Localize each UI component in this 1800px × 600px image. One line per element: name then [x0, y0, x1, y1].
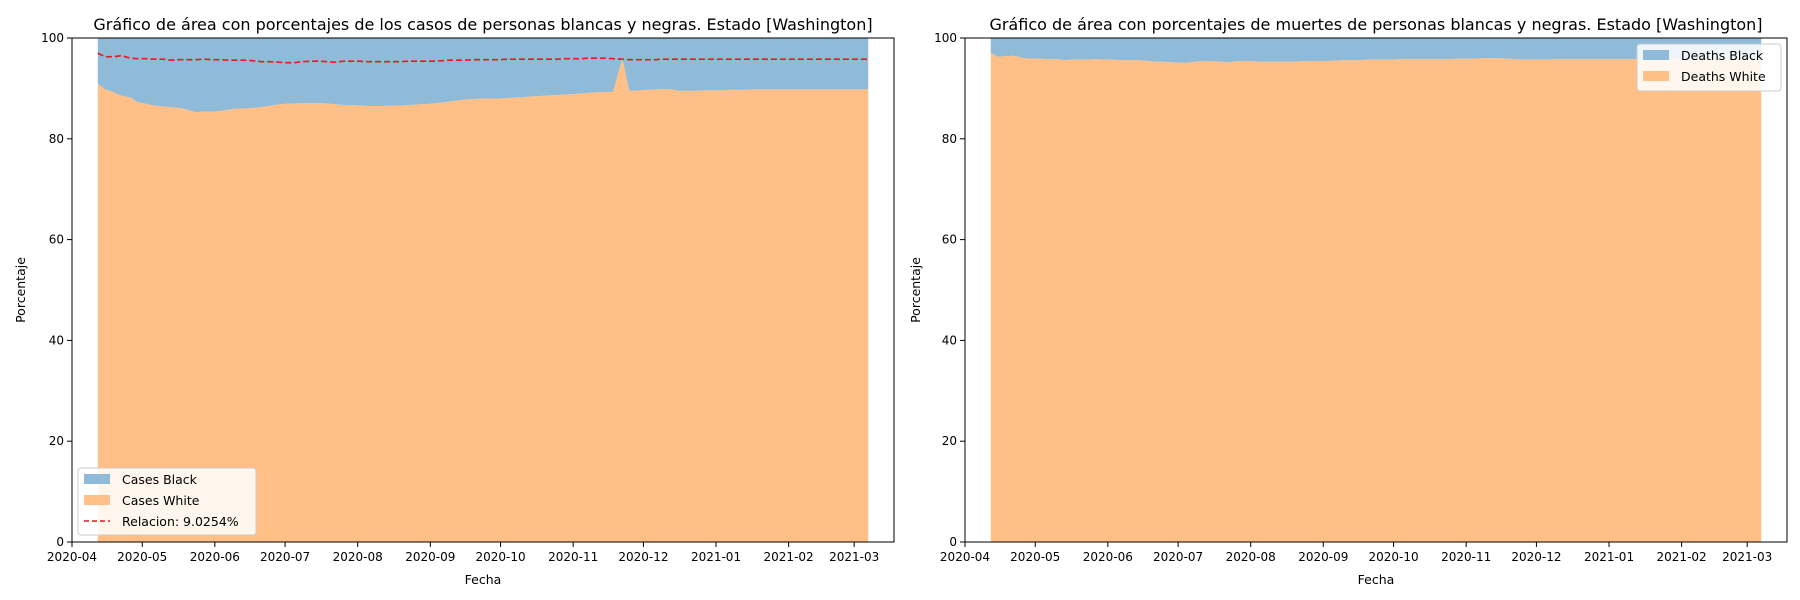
x-tick-label: 2020-10	[1368, 550, 1418, 564]
x-tick-label: 2020-11	[1441, 550, 1491, 564]
x-axis-ticks: 2020-04 2020-05 2020-06 2020-07 2020-08 2020-…	[940, 542, 1772, 564]
x-tick-label: 2021-02	[1657, 550, 1707, 564]
y-tick-label: 0	[56, 535, 64, 549]
x-tick-label: 2020-06	[1083, 550, 1133, 564]
plot-frame	[71, 37, 895, 543]
y-tick-label: 100	[934, 31, 957, 45]
chart-title: Gráfico de área con porcentajes de muert…	[989, 15, 1762, 34]
x-tick-label: 2020-07	[260, 550, 310, 564]
x-tick-label: 2021-03	[1722, 550, 1772, 564]
x-tick-label: 2020-08	[333, 550, 383, 564]
x-tick-label: 2021-01	[691, 550, 741, 564]
legend-label-deaths-white: Deaths White	[1681, 69, 1766, 84]
cases-chart: 2020-04 2020-05 2020-06 2020-07 2020-08 2020-…	[13, 15, 895, 587]
legend-label-cases-white: Cases White	[122, 493, 200, 508]
legend-swatch-cases-black	[84, 474, 110, 484]
legend-label-cases-black: Cases Black	[122, 472, 198, 487]
y-tick-label: 20	[942, 434, 957, 448]
area-deaths-white	[990, 53, 1762, 543]
legend: Cases Black Cases White Relacion: 9.0254…	[77, 467, 257, 536]
y-tick-label: 40	[942, 333, 957, 347]
legend: Deaths Black Deaths White	[1636, 43, 1782, 92]
legend-swatch-cases-white	[84, 495, 110, 505]
x-tick-label: 2020-12	[618, 550, 668, 564]
x-tick-label: 2021-03	[829, 550, 879, 564]
x-tick-label: 2020-12	[1511, 550, 1561, 564]
x-tick-label: 2020-10	[475, 550, 525, 564]
x-tick-label: 2020-06	[190, 550, 240, 564]
x-tick-label: 2021-01	[1584, 550, 1634, 564]
y-tick-label: 60	[49, 233, 64, 247]
y-axis-label: Porcentaje	[908, 257, 923, 323]
x-axis-label: Fecha	[465, 572, 502, 587]
area-cases-black	[97, 38, 869, 113]
x-tick-label: 2020-08	[1226, 550, 1276, 564]
y-tick-label: 80	[49, 132, 64, 146]
x-tick-label: 2020-04	[47, 550, 97, 564]
area-deaths-black	[990, 38, 1762, 63]
x-tick-label: 2020-09	[405, 550, 455, 564]
x-tick-label: 2020-05	[1010, 550, 1060, 564]
legend-swatch-deaths-white	[1643, 71, 1669, 81]
legend-label-deaths-black: Deaths Black	[1681, 48, 1764, 63]
x-tick-label: 2021-02	[764, 550, 814, 564]
y-axis-ticks: 0 20 40 60 80 100	[934, 31, 965, 549]
x-tick-label: 2020-04	[940, 550, 990, 564]
deaths-chart: 2020-04 2020-05 2020-06 2020-07 2020-08 2020-…	[908, 15, 1788, 587]
y-axis-ticks: 0 20 40 60 80 100	[41, 31, 72, 549]
y-tick-label: 40	[49, 333, 64, 347]
legend-box	[1636, 43, 1782, 92]
chart-title: Gráfico de área con porcentajes de los c…	[93, 15, 872, 34]
x-tick-label: 2020-11	[548, 550, 598, 564]
y-axis-label: Porcentaje	[13, 257, 28, 323]
area-cases-white	[97, 58, 869, 542]
legend-label-ratio: Relacion: 9.0254%	[122, 514, 239, 529]
y-tick-label: 60	[942, 233, 957, 247]
y-tick-label: 0	[949, 535, 957, 549]
x-tick-label: 2020-05	[117, 550, 167, 564]
area-marks	[990, 38, 1762, 543]
x-tick-label: 2020-09	[1298, 550, 1348, 564]
x-tick-label: 2020-07	[1153, 550, 1203, 564]
x-axis-label: Fecha	[1358, 572, 1395, 587]
x-axis-ticks: 2020-04 2020-05 2020-06 2020-07 2020-08 2020-…	[47, 542, 879, 564]
area-marks	[97, 38, 869, 542]
y-tick-label: 80	[942, 132, 957, 146]
plot-frame	[964, 37, 1788, 543]
legend-box	[77, 467, 257, 536]
legend-swatch-deaths-black	[1643, 50, 1669, 60]
y-tick-label: 100	[41, 31, 64, 45]
ratio-line	[97, 52, 869, 64]
y-tick-label: 20	[49, 434, 64, 448]
